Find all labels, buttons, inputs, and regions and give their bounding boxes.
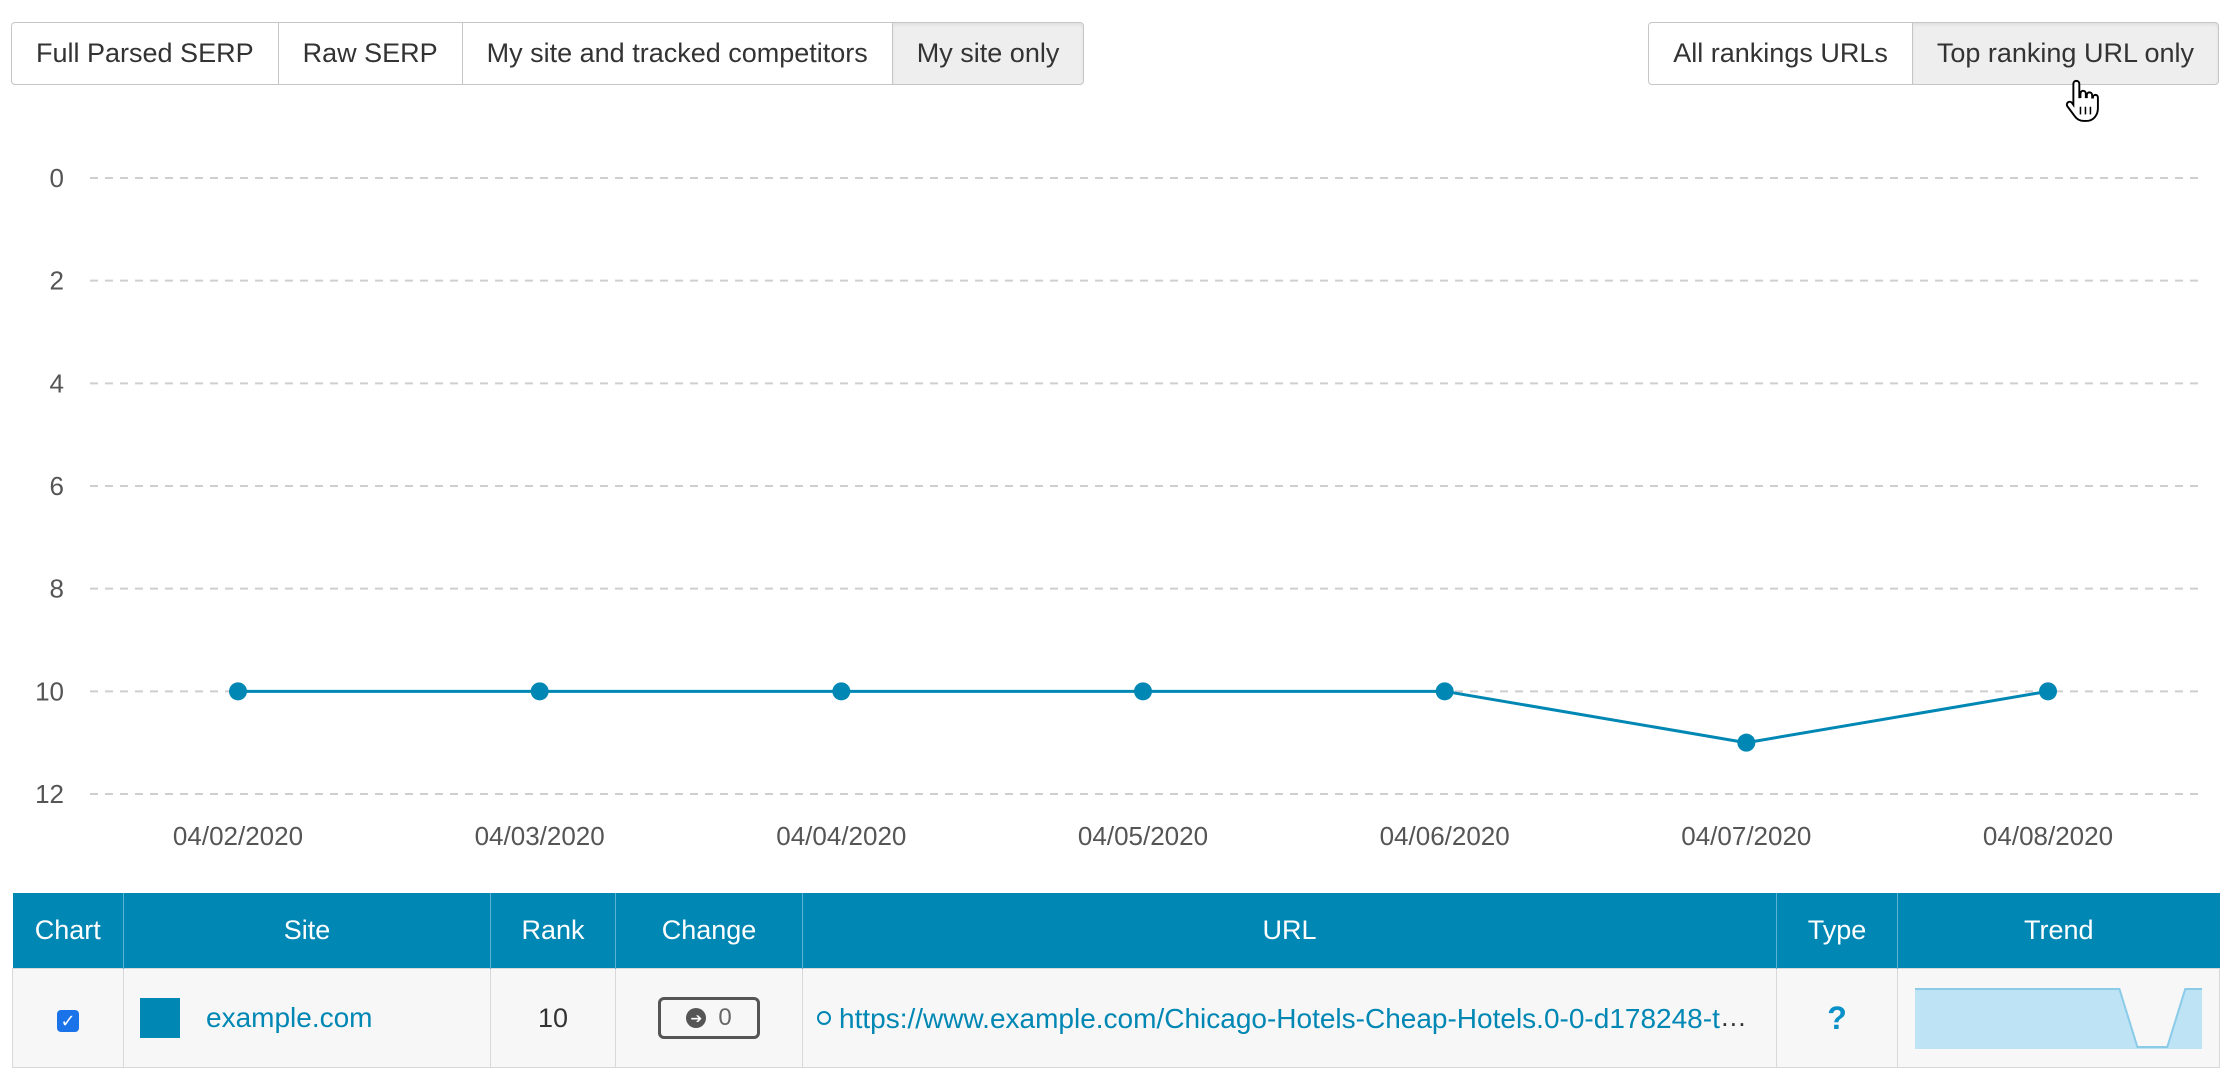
site-and-competitors-button[interactable]: My site and tracked competitors	[461, 22, 893, 85]
y-tick-label: 4	[50, 368, 64, 398]
site-cell: example.com	[123, 968, 491, 1068]
arrow-right-icon: ➔	[686, 1008, 707, 1028]
raw-serp-button[interactable]: Raw SERP	[277, 22, 463, 85]
url-scope-toggle: All rankings URLs Top ranking URL only	[1648, 22, 2219, 85]
y-tick-label: 6	[50, 471, 64, 501]
trend-cell	[1897, 968, 2220, 1068]
trend-sparkline	[1915, 988, 2202, 1049]
x-tick-label: 04/02/2020	[173, 821, 303, 851]
url-dot-icon	[817, 1011, 831, 1026]
y-tick-label: 12	[35, 779, 64, 809]
serp-view-toggle: Full Parsed SERP Raw SERP My site and tr…	[11, 22, 1085, 85]
data-point	[1134, 682, 1152, 701]
column-header-type[interactable]: Type	[1776, 893, 1898, 969]
column-header-rank[interactable]: Rank	[490, 893, 616, 969]
x-tick-label: 04/06/2020	[1380, 821, 1510, 851]
table-row: ✓ example.com 10 ➔ 0 https://www.example…	[12, 968, 2220, 1068]
y-tick-label: 10	[35, 676, 64, 706]
x-tick-label: 04/05/2020	[1078, 821, 1208, 851]
site-link[interactable]: example.com	[206, 1002, 373, 1033]
column-header-chart[interactable]: Chart	[12, 893, 124, 969]
data-point	[229, 682, 247, 701]
data-point	[530, 682, 549, 701]
column-header-trend[interactable]: Trend	[1897, 893, 2220, 969]
data-point	[832, 682, 851, 701]
change-cell: ➔ 0	[615, 968, 803, 1068]
column-header-url[interactable]: URL	[802, 893, 1777, 969]
rank-history-chart: 0 2 4 6 8 10 12 04/02/2020 04/03/2020 04/04/2020…	[35, 163, 2205, 851]
url-cell: https://www.example.com/Chicago-Hotels-C…	[802, 968, 1777, 1068]
data-point	[2039, 682, 2057, 701]
data-point	[1737, 733, 1756, 752]
site-color-swatch	[140, 998, 180, 1038]
x-tick-label: 04/07/2020	[1681, 821, 1811, 851]
y-tick-label: 8	[50, 574, 64, 604]
x-tick-label: 04/04/2020	[776, 821, 906, 851]
x-tick-label: 04/03/2020	[475, 821, 605, 851]
my-site-only-button[interactable]: My site only	[891, 22, 1085, 85]
rankings-table: Chart Site Rank Change URL Type Trend ✓ …	[12, 893, 2220, 1068]
chart-cell: ✓	[12, 968, 124, 1068]
all-rankings-urls-button[interactable]: All rankings URLs	[1648, 22, 1913, 85]
trend-area	[1915, 989, 2202, 1049]
chart-checkbox[interactable]: ✓	[57, 1009, 79, 1032]
unknown-type-icon[interactable]: ?	[1827, 999, 1847, 1036]
change-badge: ➔ 0	[658, 997, 760, 1039]
type-cell: ?	[1776, 968, 1898, 1068]
x-tick-label: 04/08/2020	[1983, 821, 2113, 851]
rank-cell: 10	[490, 968, 616, 1068]
trend-line	[1915, 988, 2202, 1048]
y-tick-label: 2	[50, 266, 64, 296]
full-parsed-serp-button[interactable]: Full Parsed SERP	[11, 22, 279, 85]
top-ranking-url-only-button[interactable]: Top ranking URL only	[1911, 22, 2219, 85]
column-header-change[interactable]: Change	[615, 893, 803, 969]
data-point	[1435, 682, 1454, 701]
url-link[interactable]: https://www.example.com/Chicago-Hotels-C…	[839, 1002, 1776, 1034]
change-value: 0	[718, 1004, 732, 1031]
y-tick-label: 0	[50, 163, 64, 193]
column-header-site[interactable]: Site	[123, 893, 491, 969]
